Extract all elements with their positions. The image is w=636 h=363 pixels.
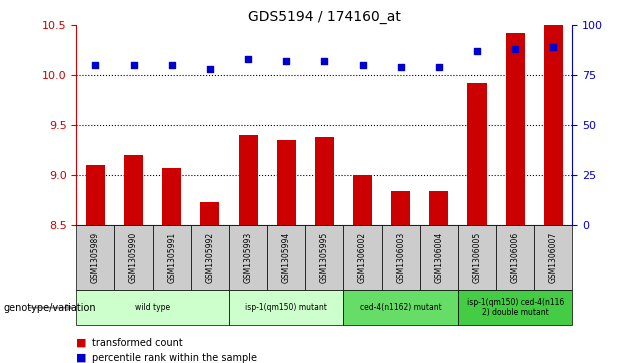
Text: GSM1306007: GSM1306007	[549, 232, 558, 284]
Point	[510, 46, 520, 52]
Bar	[200, 202, 219, 225]
Bar	[76, 225, 114, 290]
Bar	[343, 290, 458, 325]
Point	[205, 66, 215, 72]
Point	[90, 62, 100, 68]
Bar	[544, 25, 563, 225]
Bar	[86, 165, 105, 225]
Bar	[114, 225, 153, 290]
Text: transformed count: transformed count	[92, 338, 183, 348]
Point	[128, 62, 139, 68]
Point	[281, 58, 291, 64]
Point	[243, 56, 253, 62]
Text: GSM1305995: GSM1305995	[320, 232, 329, 284]
Text: percentile rank within the sample: percentile rank within the sample	[92, 352, 257, 363]
Text: wild type: wild type	[135, 303, 170, 312]
Text: GSM1305990: GSM1305990	[129, 232, 138, 284]
Bar	[353, 175, 372, 225]
Bar	[238, 135, 258, 225]
Bar	[191, 225, 229, 290]
Point	[357, 62, 368, 68]
Text: GSM1305993: GSM1305993	[244, 232, 252, 284]
Bar	[124, 155, 143, 225]
Point	[319, 58, 329, 64]
Bar	[153, 225, 191, 290]
Bar	[429, 191, 448, 225]
Point	[548, 45, 558, 50]
Point	[434, 65, 444, 70]
Text: isp-1(qm150) mutant: isp-1(qm150) mutant	[245, 303, 327, 312]
Bar	[458, 290, 572, 325]
Bar	[162, 168, 181, 225]
Bar	[315, 137, 334, 225]
Bar	[76, 290, 229, 325]
Text: ■: ■	[76, 352, 87, 363]
Text: GSM1306004: GSM1306004	[434, 232, 443, 284]
Text: ■: ■	[76, 338, 87, 348]
Text: GSM1305991: GSM1305991	[167, 232, 176, 283]
Bar	[229, 225, 267, 290]
Title: GDS5194 / 174160_at: GDS5194 / 174160_at	[248, 11, 401, 24]
Bar	[382, 225, 420, 290]
Bar	[506, 33, 525, 225]
Bar	[534, 225, 572, 290]
Bar	[496, 225, 534, 290]
Bar	[343, 225, 382, 290]
Point	[472, 49, 482, 54]
Bar	[458, 225, 496, 290]
Point	[396, 65, 406, 70]
Text: GSM1305994: GSM1305994	[282, 232, 291, 284]
Point	[167, 62, 177, 68]
Text: genotype/variation: genotype/variation	[3, 303, 96, 313]
Bar	[305, 225, 343, 290]
Bar	[229, 290, 343, 325]
Bar	[420, 225, 458, 290]
Text: GSM1306006: GSM1306006	[511, 232, 520, 284]
Text: GSM1305992: GSM1305992	[205, 232, 214, 283]
Bar	[391, 191, 410, 225]
Text: GSM1305989: GSM1305989	[91, 232, 100, 283]
Text: GSM1306005: GSM1306005	[473, 232, 481, 284]
Text: GSM1306003: GSM1306003	[396, 232, 405, 284]
Text: GSM1306002: GSM1306002	[358, 232, 367, 283]
Bar	[277, 140, 296, 225]
Text: isp-1(qm150) ced-4(n116
2) double mutant: isp-1(qm150) ced-4(n116 2) double mutant	[467, 298, 563, 317]
Bar	[267, 225, 305, 290]
Text: ced-4(n1162) mutant: ced-4(n1162) mutant	[360, 303, 441, 312]
Bar	[467, 83, 487, 225]
